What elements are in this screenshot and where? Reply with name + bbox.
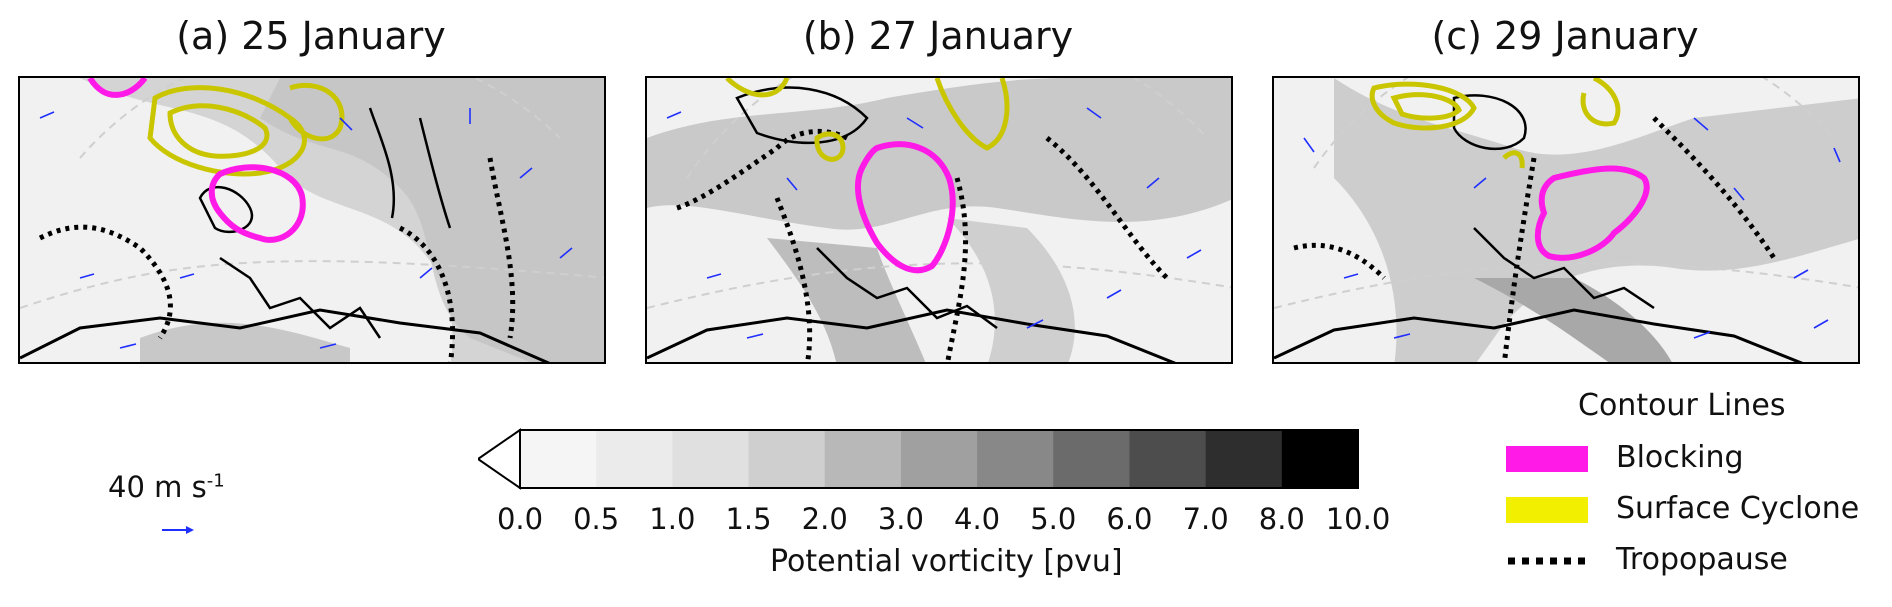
colorbar-tick-label: 7.0: [1182, 502, 1229, 536]
colorbar-tick-label: 5.0: [1030, 502, 1077, 536]
wind-reference-label: 40 m s-1: [108, 470, 225, 504]
colorbar-bin: [1281, 430, 1359, 488]
colorbar-tick-label: 3.0: [877, 502, 924, 536]
legend-swatch-blocking: [1506, 446, 1588, 472]
legend-label-surface-cyclone: Surface Cyclone: [1616, 491, 1860, 526]
colorbar-bin: [520, 430, 597, 488]
legend-title: Contour Lines: [1578, 388, 1786, 423]
colorbar-bin: [672, 430, 750, 488]
colorbar-tick-label: 1.0: [649, 502, 696, 536]
colorbar-bin: [824, 430, 902, 488]
colorbar-label: Potential vorticity [pvu]: [770, 544, 1123, 579]
colorbar-tick-label: 4.0: [954, 502, 1001, 536]
colorbar-bin: [748, 430, 826, 488]
map-panel-c: [1272, 76, 1860, 364]
colorbar-extend-triangle: [478, 428, 521, 490]
panel-title-c: (c) 29 January: [1431, 14, 1699, 58]
map-c-graphic: [1274, 78, 1858, 362]
colorbar-tick-label: 2.0: [801, 502, 848, 536]
colorbar-bin: [977, 430, 1054, 488]
legend-label-blocking: Blocking: [1616, 440, 1744, 475]
legend-swatch-surface-cyclone: [1506, 497, 1588, 523]
colorbar-bin: [1205, 430, 1283, 488]
legend-label-tropopause: Tropopause: [1616, 542, 1788, 577]
map-a-graphic: [20, 78, 604, 362]
panel-title-b: (b) 27 January: [802, 14, 1074, 58]
map-b-graphic: [647, 78, 1231, 362]
colorbar-tick-label: 0.0: [496, 502, 544, 536]
colorbar-bin: [900, 430, 978, 488]
map-panel-a: [18, 76, 606, 364]
colorbar-tick-label: 8.0: [1258, 502, 1305, 536]
colorbar-bin: [1053, 430, 1130, 488]
colorbar-border: [519, 429, 1359, 489]
colorbar-bin: [596, 430, 673, 488]
wind-reference-arrow-icon: [162, 526, 194, 534]
colorbar-tick-label: 1.5: [725, 502, 772, 536]
map-panel-b: [645, 76, 1233, 364]
colorbar-tick-label: 6.0: [1106, 502, 1153, 536]
colorbar-bin: [1129, 430, 1207, 488]
colorbar-tick-label: 0.5: [573, 502, 620, 536]
colorbar-tick-label: 10.0: [1325, 502, 1391, 536]
colorbar: [478, 428, 1359, 490]
panel-title-a: (a) 25 January: [176, 14, 446, 58]
legend-swatch-tropopause: [1508, 557, 1588, 565]
colorbar-ticks: 0.0 0.5 1.0 1.5 2.0 3.0 4.0 5.0 6.0 7.0 8.0 10.0: [0, 502, 1892, 542]
